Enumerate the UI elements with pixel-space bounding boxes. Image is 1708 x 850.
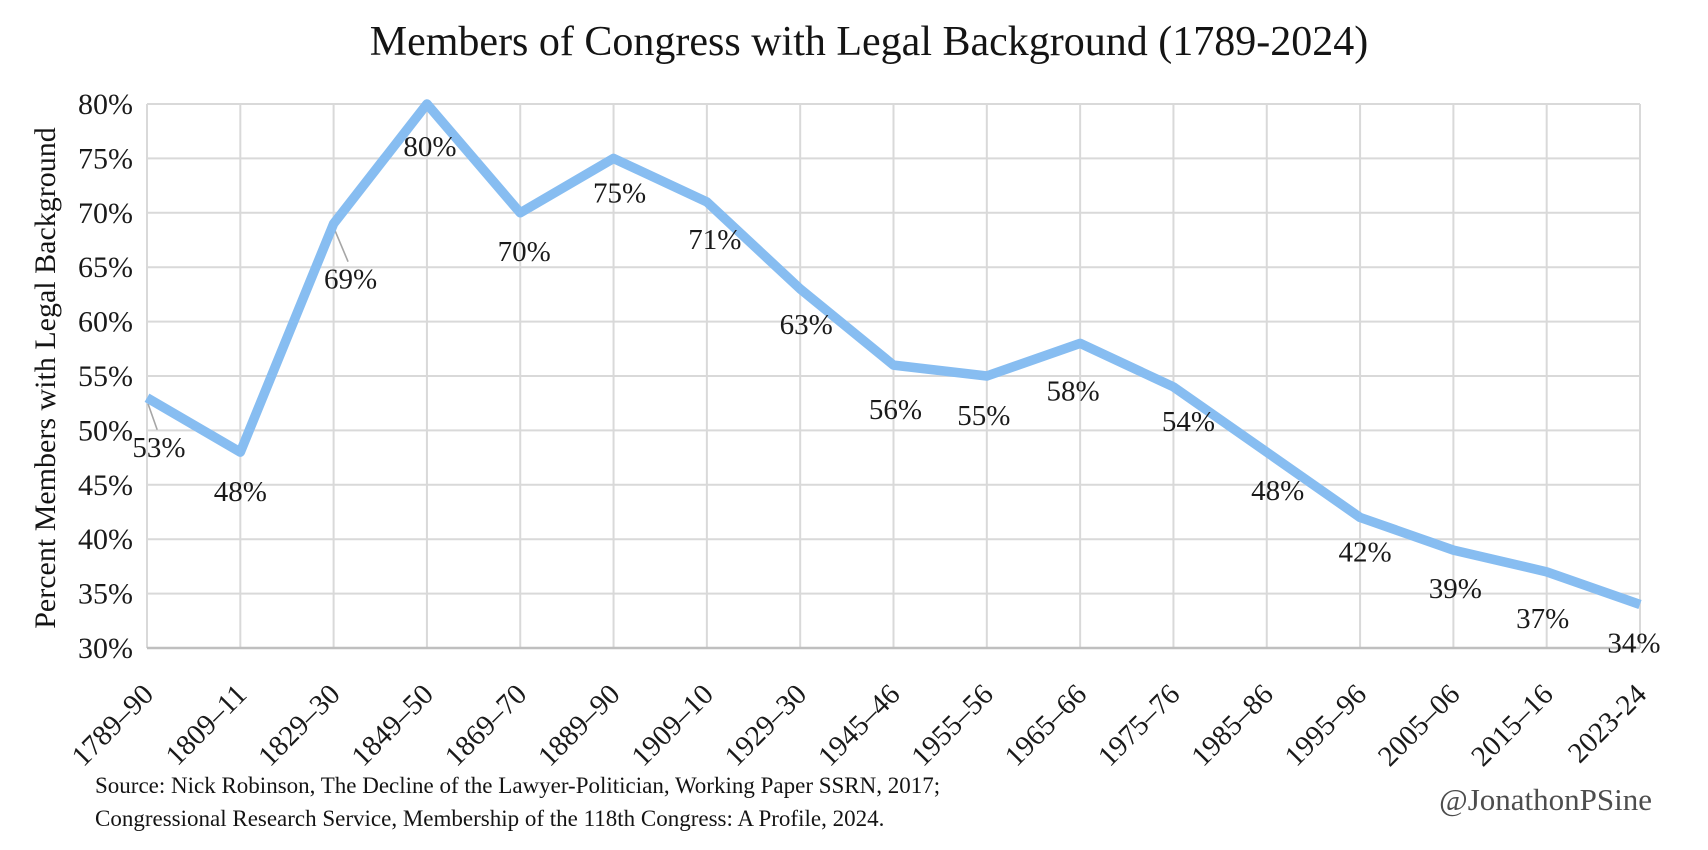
data-point-label: 48%	[214, 476, 267, 508]
y-tick-label: 30%	[78, 632, 133, 665]
data-point-label: 53%	[132, 432, 185, 464]
label-leader-line	[147, 403, 158, 431]
y-tick-label: 55%	[78, 360, 133, 393]
data-point-label: 48%	[1251, 475, 1304, 507]
data-point-label: 75%	[593, 177, 646, 209]
label-leader-line	[333, 229, 349, 262]
x-tick-label: 1789–90	[66, 678, 160, 772]
x-tick-label: 1889–90	[532, 678, 626, 772]
x-tick-label: 1945–46	[812, 678, 906, 772]
x-tick-label: 1965–66	[999, 678, 1093, 772]
data-point-label: 69%	[324, 264, 377, 296]
data-point-label: 56%	[869, 394, 922, 426]
y-tick-label: 80%	[78, 88, 133, 121]
source-citation: Source: Nick Robinson, The Decline of th…	[95, 770, 940, 835]
data-point-label: 70%	[498, 236, 551, 268]
data-point-label: 58%	[1047, 375, 1100, 407]
x-tick-label: 2005–06	[1372, 678, 1466, 772]
x-tick-label: 1809–11	[160, 678, 254, 772]
y-tick-label: 65%	[78, 251, 133, 284]
x-tick-label: 1955–56	[905, 678, 999, 772]
y-tick-label: 45%	[78, 469, 133, 502]
y-tick-label: 40%	[78, 523, 133, 556]
data-point-label: 42%	[1338, 536, 1391, 568]
x-tick-label: 2023-24	[1562, 678, 1653, 769]
x-tick-label: 1849–50	[345, 678, 439, 772]
x-tick-label: 1829–30	[252, 678, 346, 772]
x-tick-label: 2015–16	[1465, 678, 1559, 772]
author-handle: @JonathonPSine	[1439, 782, 1652, 817]
data-point-label: 34%	[1607, 627, 1660, 659]
y-tick-label: 70%	[78, 197, 133, 230]
x-tick-label: 1869–70	[439, 678, 533, 772]
data-point-label: 80%	[403, 131, 456, 163]
data-point-label: 55%	[957, 400, 1010, 432]
x-tick-label: 1975–76	[1092, 678, 1186, 772]
chart-title: Members of Congress with Legal Backgroun…	[369, 19, 1369, 65]
data-series-line	[144, 99, 1642, 609]
data-point-label: 63%	[780, 309, 833, 341]
data-point-label: 71%	[688, 224, 741, 256]
data-point-label: 37%	[1516, 603, 1569, 635]
source-line-2: Congressional Research Service, Membersh…	[95, 805, 885, 831]
y-tick-label: 35%	[78, 578, 133, 611]
source-line-1: Source: Nick Robinson, The Decline of th…	[95, 773, 941, 798]
x-tick-label: 1995–96	[1279, 678, 1373, 772]
y-tick-label: 50%	[78, 414, 133, 447]
x-tick-label: 1909–10	[625, 678, 719, 772]
data-point-label: 39%	[1429, 573, 1482, 605]
x-tick-label: 1929–30	[719, 678, 813, 772]
x-tick-label: 1985–86	[1185, 678, 1279, 772]
data-point-label: 54%	[1162, 406, 1215, 438]
y-tick-label: 60%	[78, 306, 133, 339]
y-tick-label: 75%	[78, 142, 133, 175]
